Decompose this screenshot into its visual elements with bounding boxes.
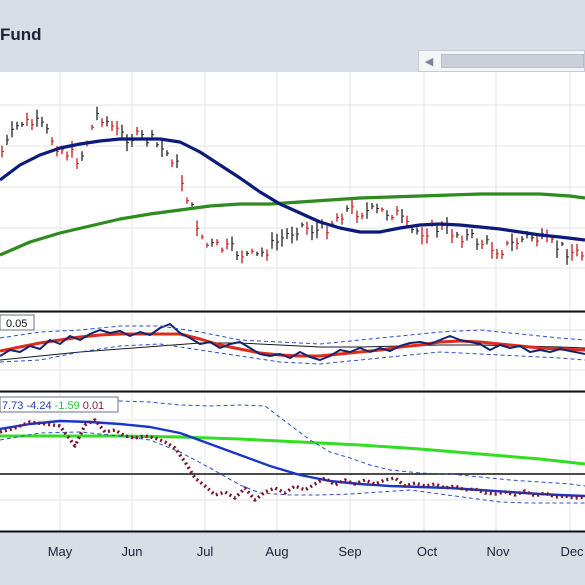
- triangle-left-icon[interactable]: ◀: [424, 55, 434, 68]
- indicator1-value: 0.05: [6, 318, 27, 330]
- legend-value: -1.59: [55, 400, 80, 412]
- price-panel: [0, 72, 585, 311]
- x-tick-label: Dec: [560, 544, 584, 559]
- x-tick-label: Oct: [417, 544, 438, 559]
- price-bars: [1, 106, 584, 265]
- indicator2-values: 7.73 -4.24 -1.59 0.01: [2, 400, 104, 412]
- x-tick-label: May: [48, 544, 73, 559]
- ma-short-line: [0, 137, 585, 242]
- dotted-oscillator-line: [0, 418, 585, 502]
- band-lower: [0, 431, 585, 504]
- legend-value: 0.01: [83, 400, 104, 412]
- indicator-panel-2: [0, 393, 585, 531]
- oscillator-band-upper: [0, 325, 585, 345]
- vertical-gridlines: [59, 72, 571, 531]
- x-axis: May Jun Jul Aug Sep Oct Nov Dec: [48, 544, 584, 559]
- indicator2-legend: [0, 396, 119, 413]
- horizontal-scrollbar[interactable]: ◀: [418, 50, 585, 72]
- ma-long-line: [0, 192, 585, 257]
- band-upper: [0, 400, 585, 487]
- slow-ma-line: [0, 434, 585, 466]
- oscillator-band-lower: [0, 343, 585, 365]
- x-tick-label: Aug: [265, 544, 288, 559]
- x-tick-label: Jun: [122, 544, 143, 559]
- window-title: Fund: [0, 25, 42, 44]
- legend-value: -4.24: [26, 400, 51, 412]
- scrollbar-thumb[interactable]: [441, 54, 584, 68]
- x-tick-label: Jul: [197, 544, 214, 559]
- oscillator-line: [0, 323, 585, 361]
- indicator-panel-1: [0, 313, 585, 391]
- horizontal-gridlines: [0, 104, 585, 501]
- x-tick-label: Nov: [486, 544, 510, 559]
- oscillator-signal-line: [0, 332, 585, 358]
- x-tick-label: Sep: [338, 544, 361, 559]
- legend-value: 7.73: [2, 400, 23, 412]
- indicator1-legend: [0, 314, 35, 331]
